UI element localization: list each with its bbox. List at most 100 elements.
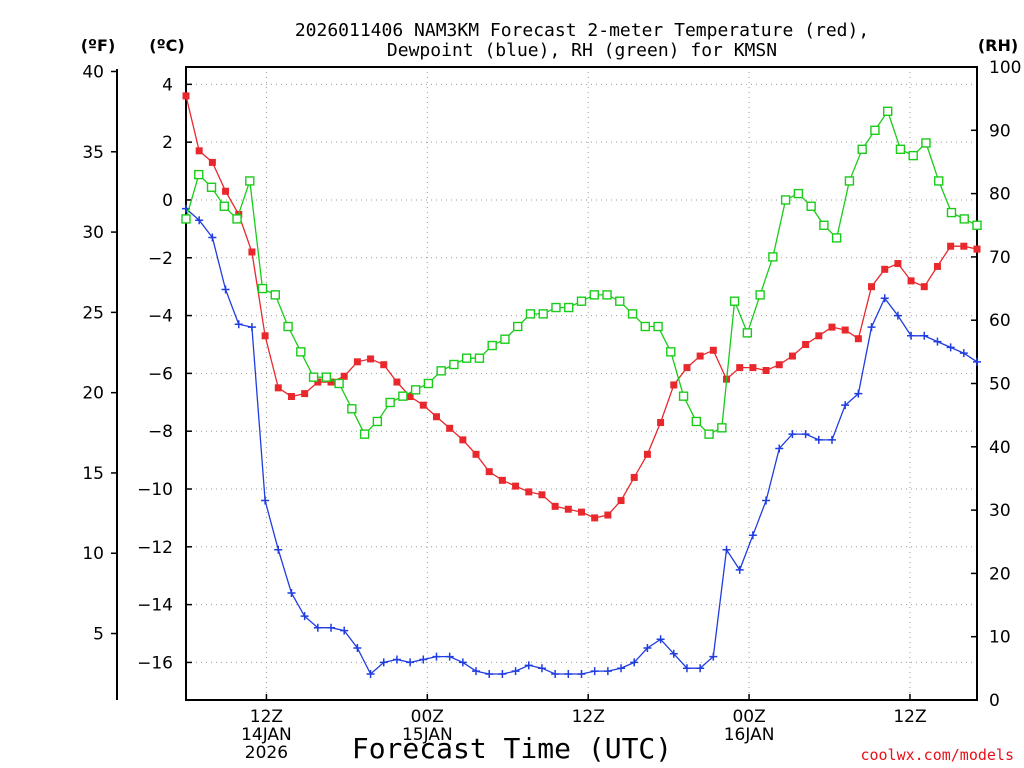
credit-text: coolwx.com/models: [860, 746, 1014, 764]
rh-point: [347, 404, 357, 414]
fahrenheit-tick-label: 40: [82, 62, 104, 82]
temperature-point: [868, 283, 876, 291]
temperature-point: [446, 424, 454, 432]
chart-title-line-2: Dewpoint (blue), RH (green) for KMSN: [387, 40, 777, 61]
dewpoint-point: [801, 430, 810, 439]
rh-point: [615, 296, 625, 306]
temperature-point: [380, 361, 388, 369]
rh-point: [717, 423, 727, 433]
dewpoint-point: [893, 311, 902, 320]
dewpoint-point: [656, 635, 665, 644]
celsius-tick-label: −2: [148, 249, 173, 269]
fahrenheit-unit-label: (ºF): [81, 36, 116, 55]
temperature-point: [604, 511, 612, 519]
axes: [111, 66, 978, 701]
dewpoint-point: [841, 401, 850, 410]
temperature-point: [393, 378, 401, 386]
x-tick-label: 00Z: [732, 707, 765, 727]
fahrenheit-tick-label: 20: [82, 384, 104, 404]
temperature-point: [617, 497, 625, 505]
rh-point: [449, 359, 459, 370]
rh-point: [232, 214, 242, 224]
dewpoint-point: [709, 652, 718, 661]
dewpoint-point: [498, 669, 507, 678]
celsius-tick-label: −14: [137, 596, 173, 616]
rh-point: [296, 347, 306, 357]
dewpoint-point: [617, 664, 626, 673]
rh-point: [627, 309, 638, 319]
dewpoint-point: [472, 667, 481, 676]
rh-point: [321, 372, 332, 382]
dewpoint-point: [959, 349, 968, 358]
series-temperature: [182, 92, 981, 522]
rh-unit-label: (RH): [978, 36, 1018, 55]
temperature-point: [512, 482, 520, 490]
rh-point: [194, 169, 204, 180]
dewpoint-point: [907, 331, 916, 340]
dewpoint-point: [946, 343, 955, 352]
dewpoint-point: [973, 357, 981, 366]
dewpoint-point: [287, 589, 296, 598]
dewpoint-point: [775, 444, 784, 453]
dewpoint-point: [669, 649, 678, 658]
rh-point: [436, 366, 446, 376]
fahrenheit-tick-label: 10: [82, 544, 104, 564]
temperature-point: [432, 413, 440, 421]
dewpoint-point: [682, 664, 691, 673]
dewpoint-point: [366, 669, 375, 678]
temperature-point: [828, 323, 836, 331]
temperature-point: [947, 242, 955, 250]
dewpoint-point: [195, 216, 204, 225]
rh-point: [538, 309, 548, 319]
rh-point: [461, 353, 472, 363]
rh-point: [423, 378, 434, 389]
dewpoint-point: [564, 669, 573, 678]
rh-point: [206, 182, 217, 192]
rh-point: [308, 372, 319, 382]
rh-point: [257, 283, 268, 294]
dewpoint-point: [274, 545, 283, 554]
dewpoint-point: [590, 667, 599, 676]
celsius-unit-label: (ºC): [149, 36, 184, 55]
rh-point: [270, 290, 281, 300]
fahrenheit-tick-label: 15: [82, 464, 104, 484]
rh-point: [678, 391, 689, 401]
temperature-point: [498, 476, 506, 484]
series-rh: [181, 106, 982, 439]
celsius-tick-label: −10: [137, 480, 173, 500]
rh-point: [181, 214, 191, 224]
dewpoint-point: [353, 643, 362, 652]
temperature-point: [775, 361, 783, 369]
dewpoint-point: [432, 652, 441, 661]
celsius-tick-label: 2: [162, 133, 173, 153]
dewpoint-point: [524, 661, 533, 670]
dewpoint-point: [419, 655, 428, 664]
rh-point: [359, 429, 370, 439]
temperature-point: [340, 372, 348, 380]
temperature-point: [525, 488, 533, 496]
dewpoint-point: [221, 285, 230, 294]
celsius-tick-label: −8: [148, 422, 173, 442]
rh-point: [219, 201, 229, 211]
temperature-point: [564, 505, 572, 513]
fahrenheit-tick-label: 5: [93, 625, 104, 645]
rh-point: [704, 429, 714, 439]
temperature-point: [841, 326, 849, 334]
rh-point: [844, 176, 855, 186]
tick-labels: 403530252015105420−2−4−6−8−10−12−14−1610…: [82, 58, 1021, 763]
rh-point: [385, 397, 395, 408]
temperature-point: [195, 147, 203, 155]
dewpoint-point: [920, 331, 929, 340]
x-tick-label: 12Z: [893, 707, 926, 727]
dewpoint-point: [340, 626, 349, 635]
dewpoint-point: [327, 623, 336, 632]
temperature-point: [301, 390, 309, 398]
celsius-tick-label: −6: [148, 364, 173, 384]
temperature-point: [406, 393, 414, 401]
temperature-point: [367, 355, 375, 363]
rh-tick-label: 70: [989, 248, 1011, 268]
temperature-point: [182, 92, 190, 100]
x-tick-label: 00Z: [411, 707, 444, 727]
temperature-point: [683, 364, 691, 372]
dewpoint-point: [643, 643, 652, 652]
